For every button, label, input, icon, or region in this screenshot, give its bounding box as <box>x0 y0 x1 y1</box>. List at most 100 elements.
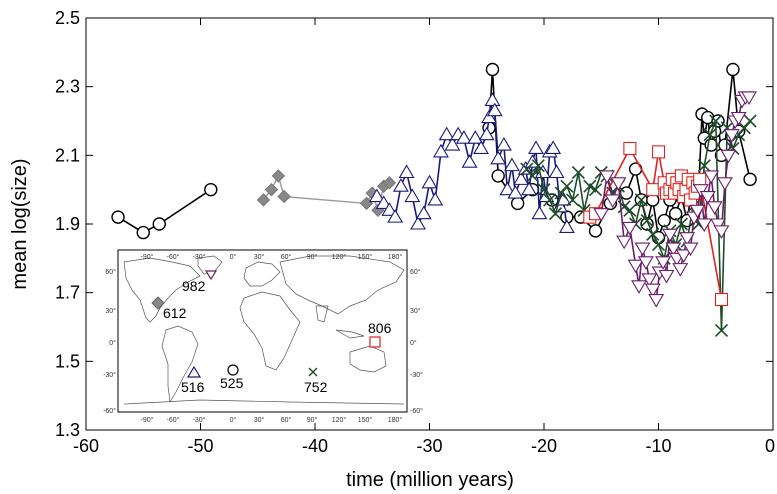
site-map-inset: -90°-90°-60°-60°-30°-30°0°0°30°30°60°60°… <box>103 249 423 424</box>
series-752-point <box>646 227 660 241</box>
series-752-point <box>554 186 568 200</box>
series-982-point <box>710 218 726 233</box>
inset-lon-label-top: 150° <box>358 253 373 261</box>
series-982-point <box>713 225 730 239</box>
site-612-label: 612 <box>163 305 187 321</box>
series-982-point <box>661 228 678 243</box>
series-982-point <box>682 242 699 257</box>
series-982-point <box>634 242 651 257</box>
series-612-point <box>271 169 286 183</box>
series-516-point <box>478 126 495 141</box>
series-525-line <box>117 189 212 234</box>
series-982-point <box>696 218 713 233</box>
inset-lon-label-top: 60° <box>281 253 292 261</box>
series-516-point <box>481 109 497 124</box>
series-982-point <box>699 190 716 205</box>
inset-lat-label-left: 0° <box>109 339 116 347</box>
series-982-point <box>621 221 638 236</box>
series-982-point <box>703 170 720 185</box>
series-516-point <box>455 130 472 144</box>
series-525-point <box>657 213 671 228</box>
inset-lon-label-bottom: -60° <box>167 416 180 424</box>
series-752-point <box>583 179 597 193</box>
series-525-point <box>485 62 500 77</box>
series-516-point <box>375 195 392 209</box>
series-982-point <box>655 256 672 270</box>
series-806 <box>583 141 729 307</box>
series-516-point <box>381 202 398 216</box>
site-525-label: 525 <box>220 375 244 391</box>
inset-lat-label-right: -30° <box>410 371 423 379</box>
series-525-point <box>726 62 740 77</box>
series-752-point <box>703 128 717 142</box>
series-982 <box>593 91 757 308</box>
series-516-point <box>521 181 538 196</box>
series-516-point <box>473 140 489 155</box>
inset-lat-label-left: -30° <box>103 371 116 379</box>
series-516-point <box>513 171 530 185</box>
inset-lon-label-bottom: 0° <box>230 416 237 424</box>
series-525-point <box>668 206 683 221</box>
series-752-point <box>634 193 648 207</box>
inset-lon-label-top: 30° <box>254 253 265 261</box>
inset-lon-label-bottom: 180° <box>388 416 403 424</box>
series-516-point <box>507 185 524 199</box>
inset-lon-label-top: 90° <box>307 253 318 261</box>
series-612 <box>256 169 397 217</box>
series-516-point <box>531 205 548 220</box>
series-982-point <box>593 208 610 222</box>
inset-lon-label-top: 180° <box>388 253 403 261</box>
inset-lat-label-right: 60° <box>410 268 421 276</box>
x-tick-label: -30 <box>416 436 442 456</box>
series-752-point <box>623 203 637 217</box>
series-982-point <box>644 283 661 298</box>
inset-lon-label-bottom: 120° <box>332 416 347 424</box>
series-982-point <box>658 269 675 284</box>
x-tick-label: -20 <box>531 436 557 456</box>
site-752-marker <box>308 367 318 377</box>
x-tick-label: 0 <box>765 436 775 456</box>
site-612-marker <box>151 296 165 310</box>
inset-latitude-labels: 60° 60° 30° 30° 0° 0° -30° -30° -60° -60° <box>103 268 423 415</box>
y-tick-label: 2.5 <box>55 8 80 28</box>
series-516-point <box>427 191 444 206</box>
series-752-point <box>531 159 545 173</box>
inset-lat-label-right: 30° <box>410 307 421 315</box>
series-516-point <box>421 174 438 189</box>
data-series <box>111 62 757 337</box>
series-982-point <box>627 259 644 274</box>
inset-lat-label-left: -60° <box>103 407 116 415</box>
series-982-point <box>679 232 696 246</box>
series-516-point <box>410 215 427 230</box>
series-982-point <box>672 263 689 277</box>
inset-lat-label-right: -60° <box>410 407 423 415</box>
series-525-point <box>743 172 757 187</box>
series-516-point <box>495 136 512 151</box>
y-tick-label: 1.3 <box>55 420 80 440</box>
series-982-point <box>692 184 709 198</box>
site-806-label: 806 <box>368 320 392 336</box>
series-752-point <box>743 114 757 128</box>
series-982-point <box>723 129 740 143</box>
series-612-point <box>256 193 271 207</box>
x-axis-title: time (million years) <box>346 469 514 491</box>
series-752-point <box>737 121 751 135</box>
series-525-point <box>510 196 525 211</box>
series-752-point <box>674 217 688 231</box>
series-806-point <box>623 141 637 156</box>
inset-lon-label-bottom: 90° <box>307 416 318 424</box>
y-axis-title: mean log(size) <box>9 158 31 289</box>
x-tick-label: -50 <box>187 436 213 456</box>
series-752-point <box>520 162 534 176</box>
inset-lon-label-bottom: 60° <box>281 416 292 424</box>
series-752-point <box>571 165 585 180</box>
series-525-point <box>491 169 505 183</box>
x-tick-label: -40 <box>302 436 328 456</box>
series-982-point <box>637 256 654 270</box>
series-982-point <box>648 293 665 308</box>
series-982-point <box>706 201 723 215</box>
series-516-point <box>415 205 432 220</box>
inset-lon-label-top: -30° <box>193 253 206 261</box>
series-806-point <box>646 183 660 197</box>
